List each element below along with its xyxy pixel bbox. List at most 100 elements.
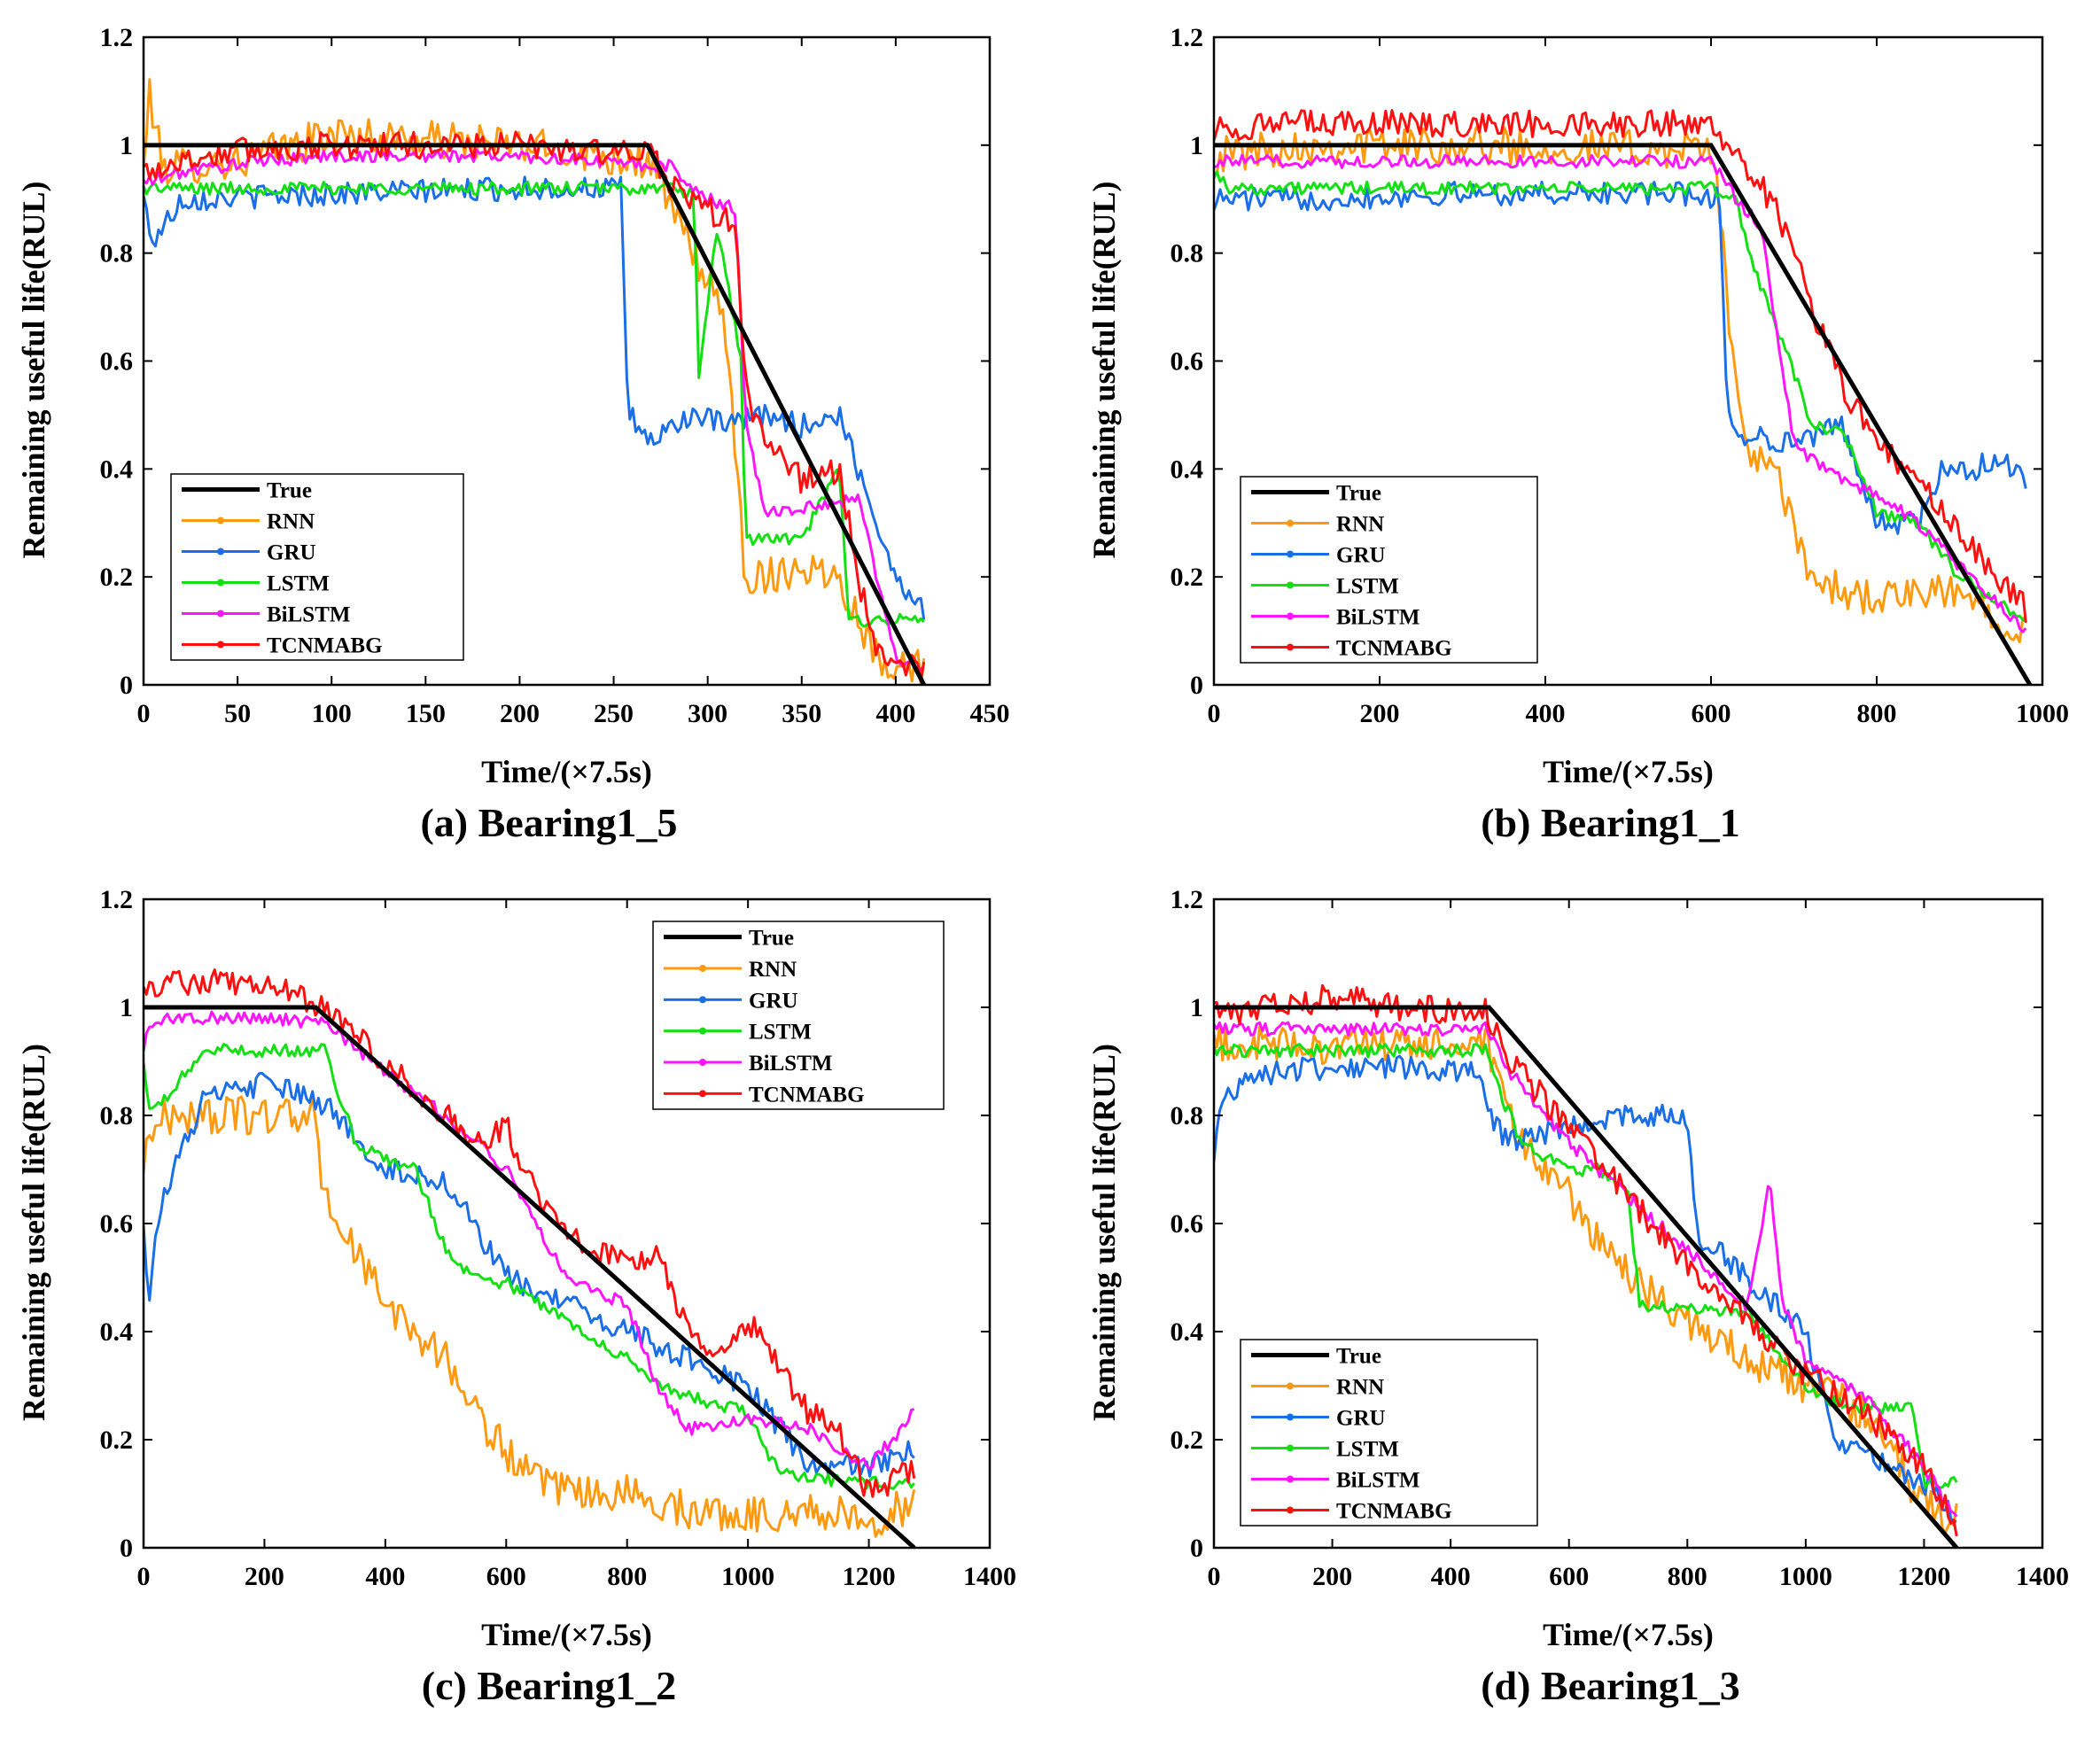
bearing1-1-ytick-label: 0.8 (1171, 239, 1204, 268)
bearing1-5-legend-label-tcnmabg: TCNMABG (267, 634, 383, 658)
bearing1-5-legend: True RNN GRU LSTM BiLSTM TCNMABG (170, 473, 464, 661)
bearing1-1-legend: True RNN GRU LSTM BiLSTM TCNMABG (1240, 476, 1538, 664)
bearing1-2-ytick-label: 0.4 (100, 1317, 134, 1347)
bearing1-3-legend-label-lstm: LSTM (1336, 1438, 1399, 1462)
bearing1-1-ytick-label: 1.2 (1171, 23, 1204, 52)
bearing1-5-ytick-label: 0.2 (100, 563, 134, 592)
bearing1-2-ylabel: Remaining useful life(RUL) (16, 1044, 51, 1421)
bearing1-5-caption: (a) Bearing1_5 (420, 800, 677, 845)
bearing1-3-ylabel: Remaining useful life(RUL) (1086, 1044, 1122, 1421)
bearing1-3-ytick-label: 0.6 (1171, 1209, 1204, 1239)
bearing1-2-series-lstm (144, 1043, 915, 1490)
bearing1-5-legend-marker-lstm (217, 579, 224, 587)
bearing1-2-legend-label-rnn: RNN (749, 958, 797, 982)
bearing1-3-xtick-label: 1200 (1897, 1562, 1950, 1591)
panel-bearing1-2: 0 200 400 600 800 1000 1200 1400 0 0.2 0.4 0.6 0.8 1 1… (16, 885, 1016, 1708)
bearing1-1-legend-box (1240, 476, 1538, 664)
bearing1-5-xtick-label: 350 (782, 699, 821, 728)
bearing1-2-legend-label-lstm: LSTM (749, 1021, 812, 1045)
bearing1-1-legend-marker-lstm (1287, 581, 1294, 589)
bearing1-3-series-bilstm (1214, 1021, 1958, 1518)
bearing1-3-ytick-label: 0.4 (1171, 1317, 1204, 1347)
bearing1-2-xtick-label: 1000 (721, 1562, 774, 1591)
bearing1-5-series-tcnmabg (144, 130, 926, 682)
bearing1-5-legend-marker-rnn (217, 517, 224, 524)
bearing1-3-ytick-label: 0 (1190, 1534, 1203, 1563)
bearing1-3-legend: True RNN GRU LSTM BiLSTM TCNMABG (1240, 1339, 1538, 1527)
bearing1-2-series-rnn (144, 1095, 916, 1538)
bearing1-3-ytick-label: 1 (1190, 993, 1203, 1022)
bearing1-2-xtick-label: 600 (486, 1562, 526, 1591)
bearing1-2-ytick-label: 0.6 (100, 1209, 134, 1239)
bearing1-5-xtick-label: 250 (594, 699, 634, 728)
bearing1-5-series-bilstm (144, 148, 925, 674)
bearing1-5-legend-label-bilstm: BiLSTM (267, 603, 350, 627)
bearing1-1-ytick-label: 1 (1190, 131, 1203, 160)
bearing1-1-legend-label-lstm: LSTM (1336, 575, 1399, 599)
bearing1-5-series-lstm (144, 180, 925, 628)
bearing1-3-xtick-label: 400 (1431, 1562, 1471, 1591)
bearing1-3-xlabel: Time/(×7.5s) (1543, 1617, 1714, 1652)
bearing1-1-ytick-label: 0 (1190, 671, 1203, 700)
bearing1-5-legend-label-rnn: RNN (267, 510, 315, 534)
bearing1-2-xtick-label: 200 (245, 1562, 284, 1591)
bearing1-2-legend-marker-bilstm (699, 1059, 706, 1066)
bearing1-2-xtick-label: 800 (607, 1562, 647, 1591)
bearing1-1-xtick-label: 0 (1208, 699, 1221, 728)
bearing1-1-legend-label-tcnmabg: TCNMABG (1336, 637, 1452, 661)
bearing1-5-ytick-label: 0.4 (100, 454, 134, 484)
bearing1-3-legend-marker-tcnmabg (1287, 1506, 1294, 1514)
panel-bearing1-3: 0 200 400 600 800 1000 1200 1400 0 0.2 0.4 0.6 0.8 1 1… (1086, 885, 2069, 1708)
bearing1-1-ytick-label: 0.4 (1171, 454, 1204, 484)
bearing1-1-xtick-label: 200 (1360, 699, 1400, 728)
bearing1-1-series-lstm (1214, 170, 2027, 623)
bearing1-1-legend-marker-gru (1287, 550, 1294, 558)
bearing1-3-xtick-label: 200 (1312, 1562, 1352, 1591)
bearing1-3-legend-marker-rnn (1287, 1382, 1294, 1390)
bearing1-2-legend-label-bilstm: BiLSTM (749, 1052, 832, 1076)
bearing1-3-xtick-label: 600 (1549, 1562, 1589, 1591)
bearing1-5-xtick-label: 150 (406, 699, 446, 728)
bearing1-3-ytick-label: 0.2 (1171, 1426, 1204, 1455)
bearing1-1-caption: (b) Bearing1_1 (1481, 800, 1740, 845)
bearing1-2-ytick-label: 0.8 (100, 1101, 134, 1130)
panel-bearing1-1: 0 200 400 600 800 1000 0 0.2 0.4 0.6 0.8 1 1.2 Time/(… (1086, 23, 2069, 845)
bearing1-2-series-true (144, 1005, 916, 1548)
bearing1-3-caption: (d) Bearing1_3 (1481, 1663, 1740, 1708)
bearing1-3-series-group (1214, 983, 1959, 1548)
bearing1-3-legend-marker-bilstm (1287, 1475, 1294, 1483)
bearing1-3-xtick-label: 1400 (2016, 1562, 2069, 1591)
bearing1-2-legend-marker-gru (699, 996, 706, 1004)
bearing1-5-ytick-label: 1.2 (100, 23, 134, 52)
bearing1-3-xtick-label: 0 (1208, 1562, 1221, 1591)
bearing1-5-xlabel: Time/(×7.5s) (481, 754, 652, 789)
bearing1-5-xtick-label: 100 (312, 699, 352, 728)
bearing1-1-legend-label-gru: GRU (1336, 544, 1386, 568)
bearing1-2-series-bilstm (144, 1010, 915, 1470)
bearing1-5-ylabel: Remaining useful life(RUL) (16, 182, 51, 559)
bearing1-5-legend-label-gru: GRU (267, 541, 316, 565)
bearing1-1-legend-label-bilstm: BiLSTM (1336, 606, 1419, 630)
bearing1-2-xtick-label: 1200 (843, 1562, 896, 1591)
bearing1-5-ytick-label: 0.8 (100, 239, 134, 268)
bearing1-2-ytick-label: 1 (120, 993, 133, 1022)
bearing1-2-legend-label-gru: GRU (749, 989, 798, 1013)
bearing1-2-caption: (c) Bearing1_2 (422, 1663, 676, 1708)
bearing1-2-xtick-label: 0 (137, 1562, 151, 1591)
bearing1-3-xtick-label: 1000 (1779, 1562, 1832, 1591)
bearing1-2-series-gru (144, 1071, 915, 1478)
bearing1-5-series-group (144, 78, 926, 685)
bearing1-2-ytick-label: 0.2 (100, 1426, 134, 1455)
bearing1-3-legend-label-gru: GRU (1336, 1407, 1386, 1431)
bearing1-5-legend-label-true: True (267, 479, 312, 503)
bearing1-2-legend-marker-rnn (699, 965, 706, 972)
bearing1-5-legend-marker-gru (217, 548, 224, 555)
bearing1-1-xtick-label: 800 (1857, 699, 1897, 728)
bearing1-1-series-bilstm (1214, 153, 2027, 633)
bearing1-5-xtick-label: 450 (970, 699, 1010, 728)
bearing1-3-legend-label-rnn: RNN (1336, 1376, 1384, 1400)
bearing1-2-legend: True RNN GRU LSTM BiLSTM TCNMABG (652, 921, 945, 1110)
bearing1-5-ytick-label: 1 (120, 131, 133, 160)
bearing1-1-legend-label-true: True (1336, 482, 1381, 506)
bearing1-5-series-rnn (144, 78, 926, 685)
